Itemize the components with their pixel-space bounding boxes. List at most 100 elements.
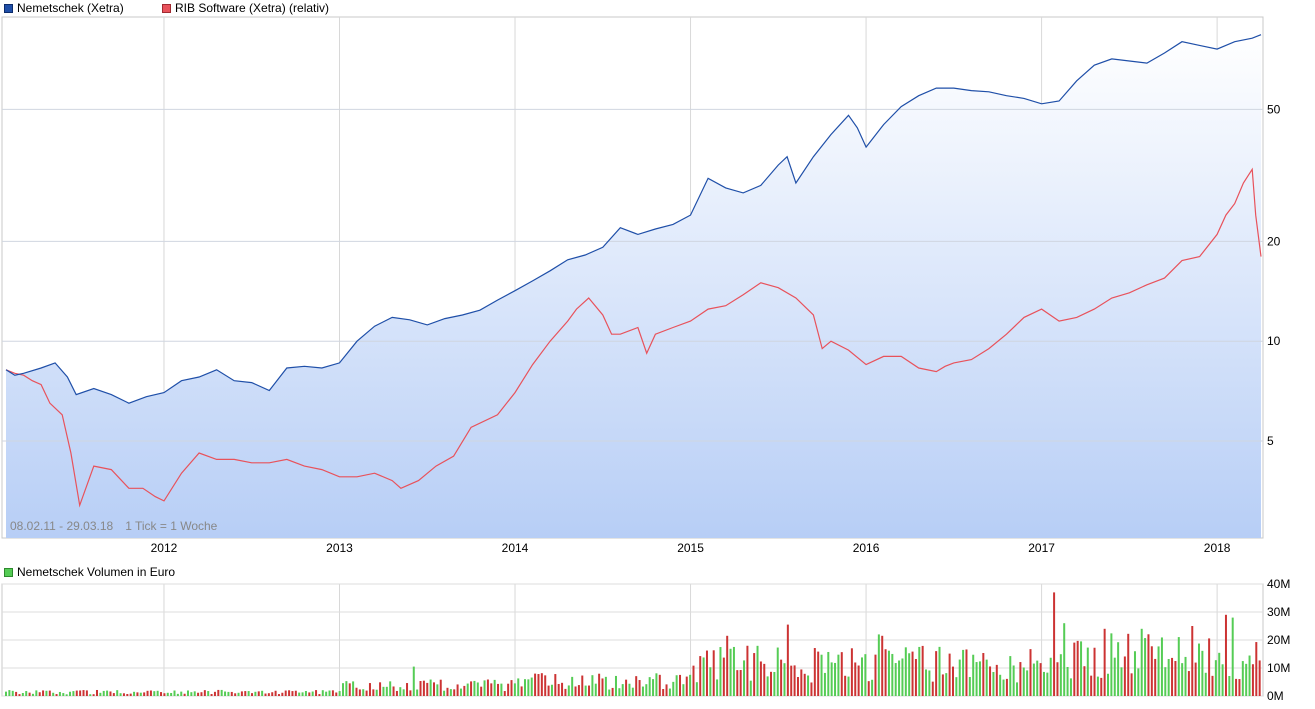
volume-bar [999, 674, 1002, 696]
volume-bar [530, 677, 533, 696]
volume-bar [746, 645, 749, 696]
volume-bar [800, 669, 803, 696]
volume-bar [1221, 664, 1224, 696]
volume-bar [170, 692, 173, 696]
volume-bar [1208, 638, 1211, 696]
volume-bar [470, 681, 473, 696]
volume-bar [985, 659, 988, 696]
volume-bar [399, 687, 402, 696]
volume-bar [918, 646, 921, 696]
volume-bar [571, 676, 574, 696]
volume-bar [871, 679, 874, 696]
volume-bar [783, 663, 786, 696]
volume-bar [153, 691, 156, 696]
volume-bar [614, 675, 617, 696]
volume-bar [1147, 634, 1150, 696]
volume-bar [1090, 675, 1093, 696]
volume-bar [1063, 623, 1066, 696]
volume-bar [473, 680, 476, 696]
xtick-2017: 2017 [1028, 541, 1055, 555]
volume-bar [146, 690, 149, 696]
volume-bar [594, 683, 597, 696]
volume-bar [156, 690, 159, 696]
volume-bar [864, 654, 867, 696]
volume-bar [992, 671, 995, 696]
volume-bar [308, 692, 311, 696]
volume-bar [352, 681, 355, 696]
volume-bar [881, 635, 884, 696]
volume-bar [537, 674, 540, 696]
volume-bar [446, 687, 449, 696]
volume-bar [122, 693, 125, 696]
volume-bar [1005, 678, 1008, 696]
vol-ytick-0M: 0M [1267, 689, 1284, 703]
volume-bar [220, 689, 223, 696]
volume-bar [645, 684, 648, 696]
volume-bar [52, 692, 55, 696]
volume-bar [358, 689, 361, 696]
volume-bar [1073, 642, 1076, 696]
volume-bar [119, 693, 122, 696]
volume-bar [1083, 666, 1086, 696]
volume-bar [982, 653, 985, 696]
volume-bar [658, 674, 661, 696]
volume-bar [631, 687, 634, 696]
volume-bar [436, 684, 439, 696]
volume-chart: 0M 10M 20M 30M 40M [1, 577, 1290, 703]
volume-bar [25, 691, 28, 696]
volume-bar [719, 647, 722, 696]
volume-bar [62, 693, 65, 696]
volume-bar [668, 688, 671, 696]
volume-bar [867, 681, 870, 696]
volume-bar [166, 692, 169, 696]
volume-bar [1218, 652, 1221, 696]
volume-bar [65, 694, 68, 696]
volume-bar [712, 650, 715, 696]
volume-bar [45, 690, 48, 696]
rib-series-line [5, 167, 1262, 508]
volume-bar [210, 694, 213, 696]
volume-bar [652, 679, 655, 696]
volume-bar [796, 677, 799, 696]
volume-bar [342, 683, 345, 696]
volume-bar [136, 692, 139, 696]
volume-bar [389, 681, 392, 696]
volume-bar [1194, 662, 1197, 696]
volume-bar [699, 656, 702, 696]
volume-bar [89, 694, 92, 696]
volume-bar [75, 690, 78, 696]
volume-bar [577, 685, 580, 696]
volume-bar [770, 671, 773, 696]
ytick-50: 50 [1267, 102, 1281, 116]
volume-bar [834, 662, 837, 696]
nemetschek-area-fill [6, 34, 1261, 538]
volume-bar [190, 692, 193, 696]
volume-bar [1127, 633, 1130, 696]
volume-bar [1191, 626, 1194, 696]
volume-bar [1248, 655, 1251, 696]
date-range-label: 08.02.11 - 29.03.18 1 Tick = 1 Woche [10, 519, 218, 533]
volume-bar [1238, 679, 1241, 696]
volume-bar [439, 679, 442, 696]
volume-bar [618, 688, 621, 696]
volume-bar [608, 689, 611, 696]
volume-bar [749, 680, 752, 696]
volume-bar [402, 689, 405, 696]
volume-bar [628, 683, 631, 696]
volume-bar [180, 691, 183, 696]
volume-bar [459, 688, 462, 696]
volume-bar [500, 683, 503, 696]
volume-bar [540, 673, 543, 696]
volume-bar [186, 690, 189, 696]
volume-bar [133, 691, 136, 696]
volume-bar [288, 690, 291, 696]
volume-bar [1198, 643, 1201, 696]
volume-bar [106, 690, 109, 696]
ytick-20: 20 [1267, 234, 1281, 248]
volume-bar [557, 683, 560, 696]
volume-bar [1187, 671, 1190, 696]
volume-bar [1157, 646, 1160, 696]
volume-bar [203, 690, 206, 696]
volume-bar [456, 684, 459, 696]
volume-bar [257, 691, 260, 696]
